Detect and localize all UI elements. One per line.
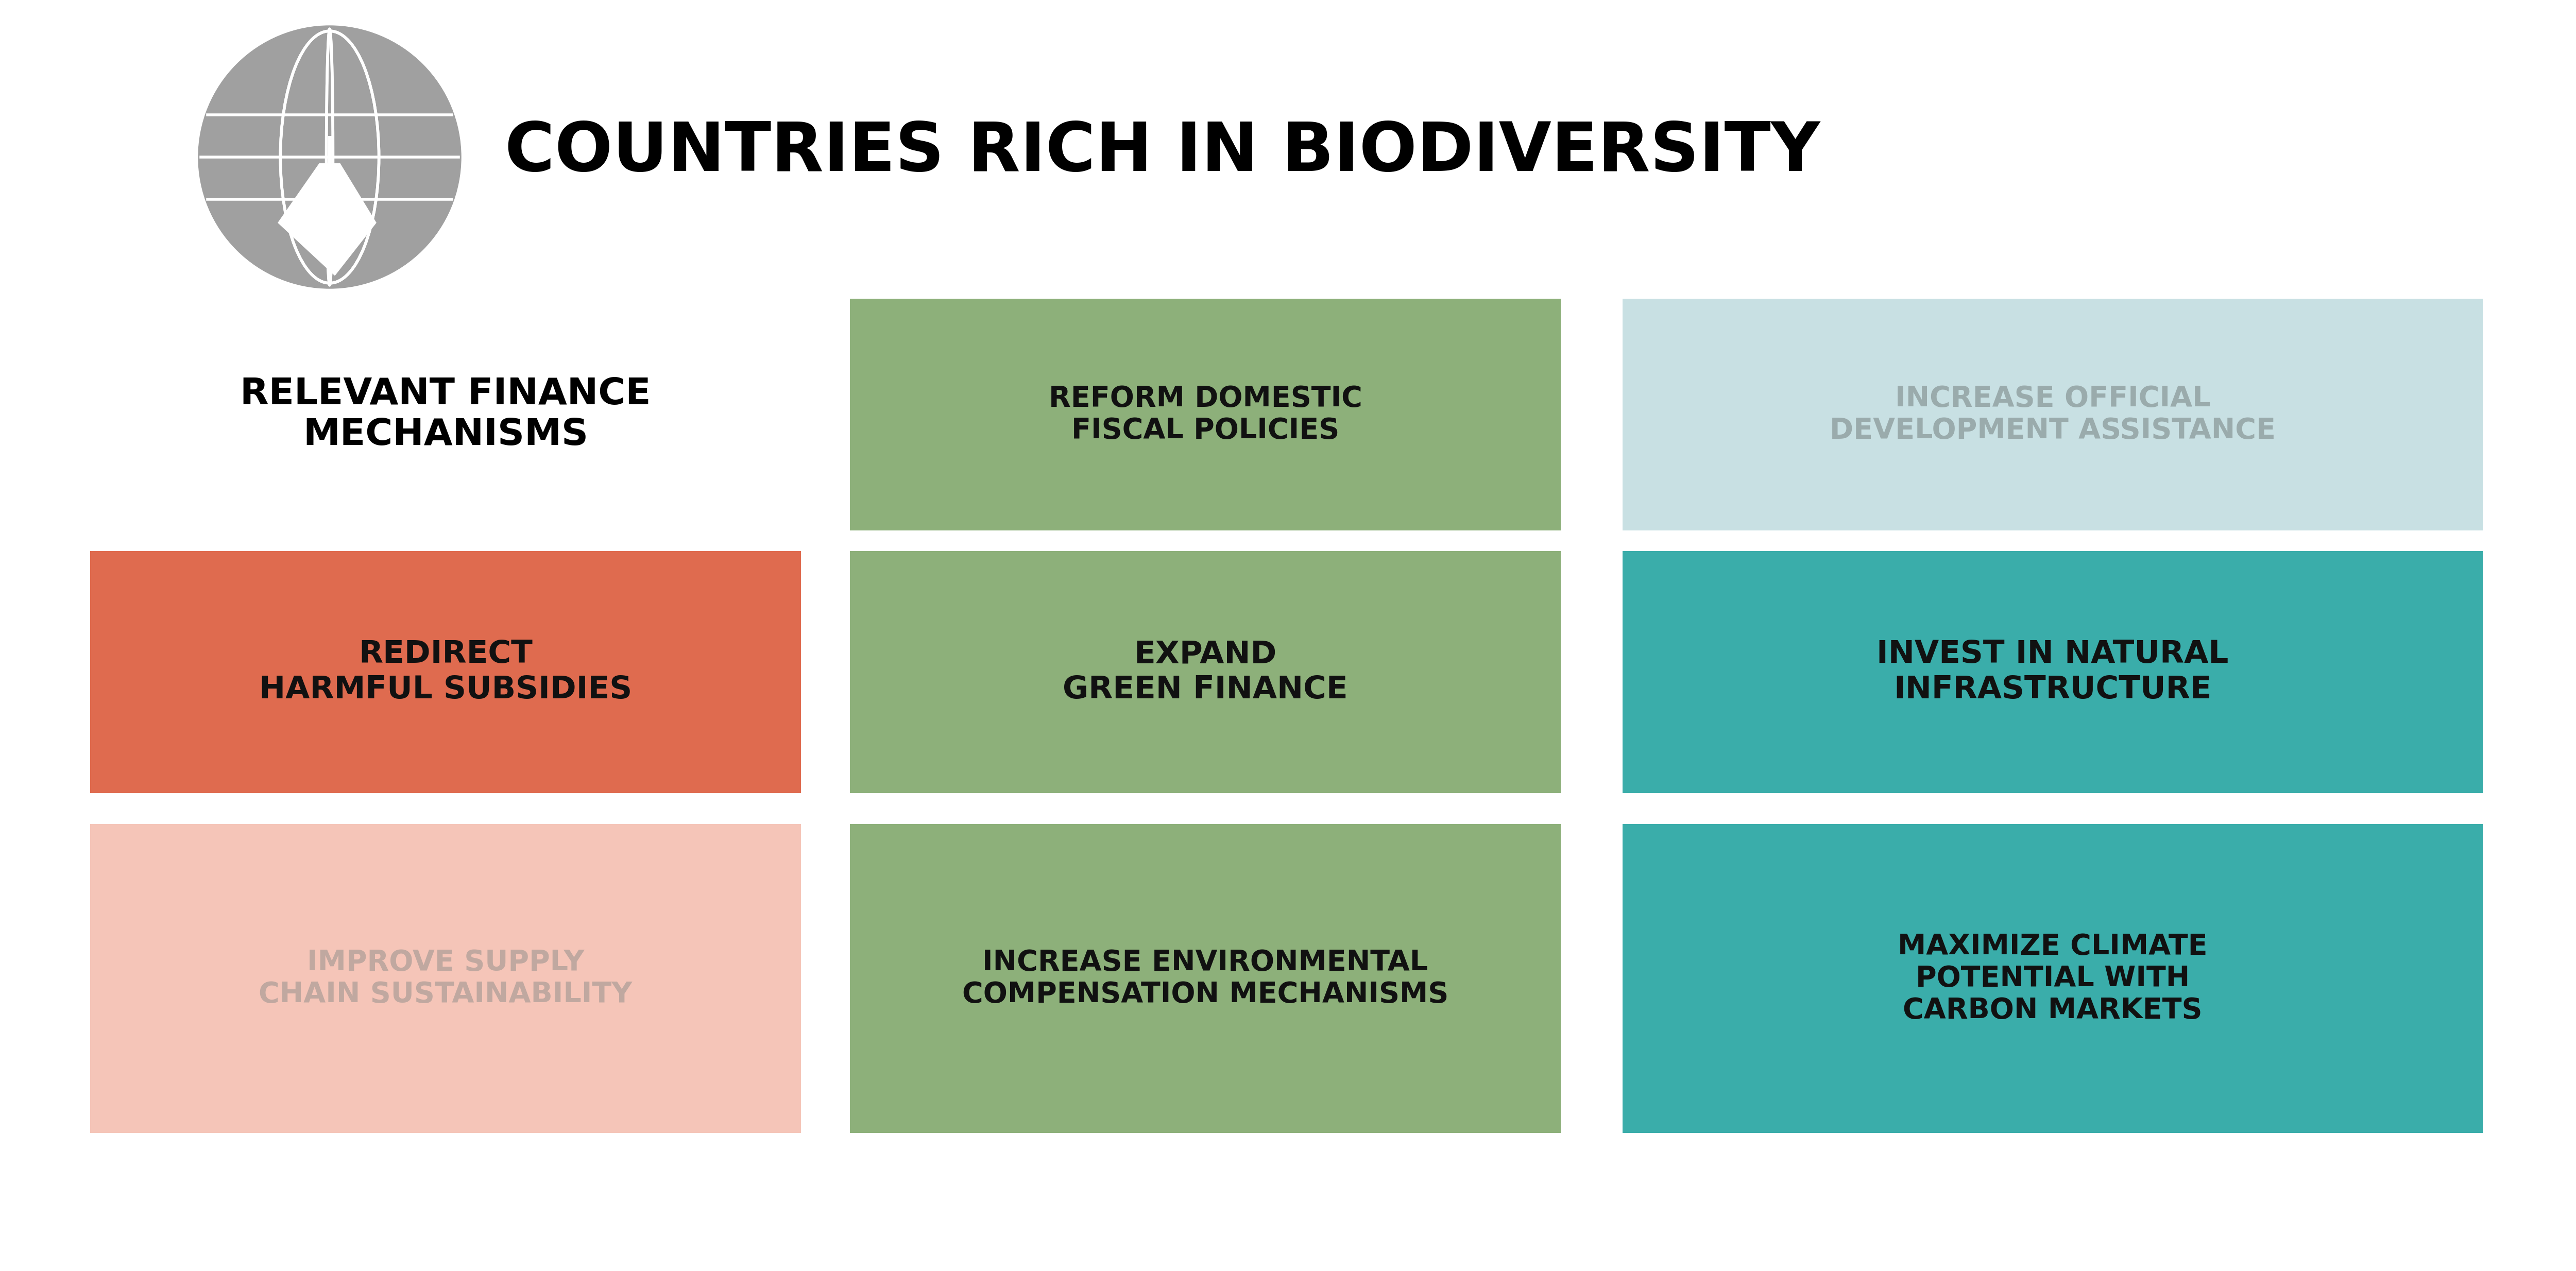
FancyBboxPatch shape — [1623, 552, 2483, 793]
FancyBboxPatch shape — [850, 824, 1561, 1132]
FancyBboxPatch shape — [850, 552, 1561, 793]
Text: REDIRECT
HARMFUL SUBSIDIES: REDIRECT HARMFUL SUBSIDIES — [260, 639, 631, 705]
Text: MAXIMIZE CLIMATE
POTENTIAL WITH
CARBON MARKETS: MAXIMIZE CLIMATE POTENTIAL WITH CARBON M… — [1899, 933, 2208, 1024]
Text: RELEVANT FINANCE
MECHANISMS: RELEVANT FINANCE MECHANISMS — [240, 376, 652, 452]
Text: EXPAND
GREEN FINANCE: EXPAND GREEN FINANCE — [1064, 639, 1347, 705]
FancyBboxPatch shape — [90, 824, 801, 1132]
FancyBboxPatch shape — [1623, 824, 2483, 1132]
Text: INVEST IN NATURAL
INFRASTRUCTURE: INVEST IN NATURAL INFRASTRUCTURE — [1878, 639, 2228, 705]
FancyBboxPatch shape — [850, 299, 1561, 530]
Text: INCREASE OFFICIAL
DEVELOPMENT ASSISTANCE: INCREASE OFFICIAL DEVELOPMENT ASSISTANCE — [1829, 385, 2275, 445]
Text: REFORM DOMESTIC
FISCAL POLICIES: REFORM DOMESTIC FISCAL POLICIES — [1048, 385, 1363, 445]
Text: IMPROVE SUPPLY
CHAIN SUSTAINABILITY: IMPROVE SUPPLY CHAIN SUSTAINABILITY — [258, 948, 631, 1008]
Circle shape — [198, 25, 461, 289]
Text: INCREASE ENVIRONMENTAL
COMPENSATION MECHANISMS: INCREASE ENVIRONMENTAL COMPENSATION MECH… — [963, 948, 1448, 1008]
FancyBboxPatch shape — [1623, 299, 2483, 530]
Text: COUNTRIES RICH IN BIODIVERSITY: COUNTRIES RICH IN BIODIVERSITY — [505, 119, 1821, 184]
Polygon shape — [278, 164, 376, 276]
FancyBboxPatch shape — [90, 552, 801, 793]
